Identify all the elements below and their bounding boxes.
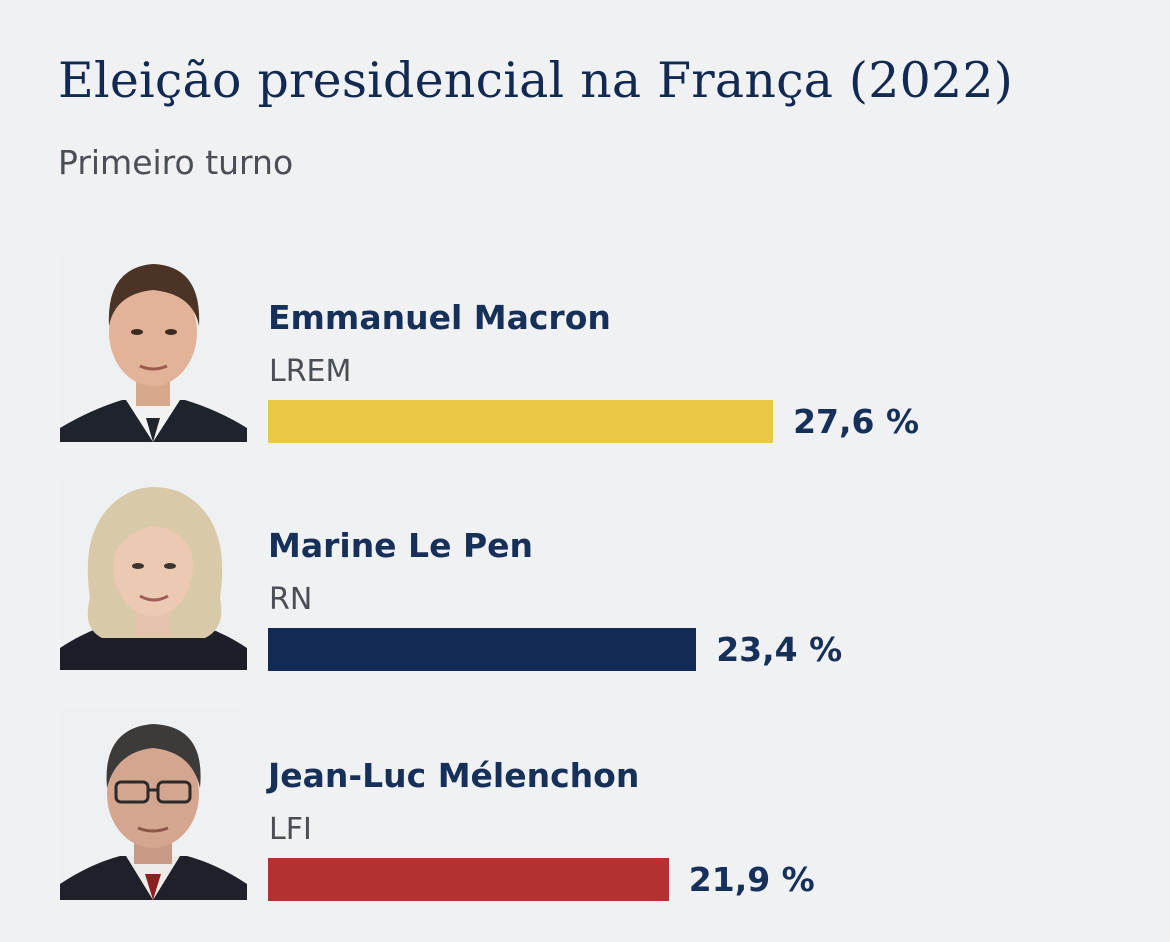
chart-title: Eleição presidencial na França (2022) [58, 52, 1014, 109]
candidate-row: Emmanuel Macron LREM 27,6 % [0, 250, 1170, 450]
value-label-le-pen: 23,4 % [716, 630, 843, 669]
candidate-row: Jean-Luc Mélenchon LFI 21,9 % [0, 708, 1170, 908]
portrait-melenchon [60, 708, 247, 900]
bar-le-pen [268, 628, 697, 671]
value-label-macron: 27,6 % [793, 402, 920, 441]
candidate-name: Jean-Luc Mélenchon [268, 756, 640, 795]
portrait-le-pen [60, 478, 247, 670]
candidate-row: Marine Le Pen RN 23,4 % [0, 478, 1170, 678]
chart-subtitle: Primeiro turno [58, 143, 294, 182]
candidate-name: Emmanuel Macron [268, 298, 611, 337]
candidate-party: LREM [269, 354, 352, 389]
candidate-name: Marine Le Pen [268, 526, 534, 565]
bar-melenchon [268, 858, 669, 901]
candidate-party: RN [269, 582, 313, 617]
bar-macron [268, 400, 774, 443]
candidate-party: LFI [269, 812, 312, 847]
value-label-melenchon: 21,9 % [688, 860, 815, 899]
portrait-macron [60, 250, 247, 442]
